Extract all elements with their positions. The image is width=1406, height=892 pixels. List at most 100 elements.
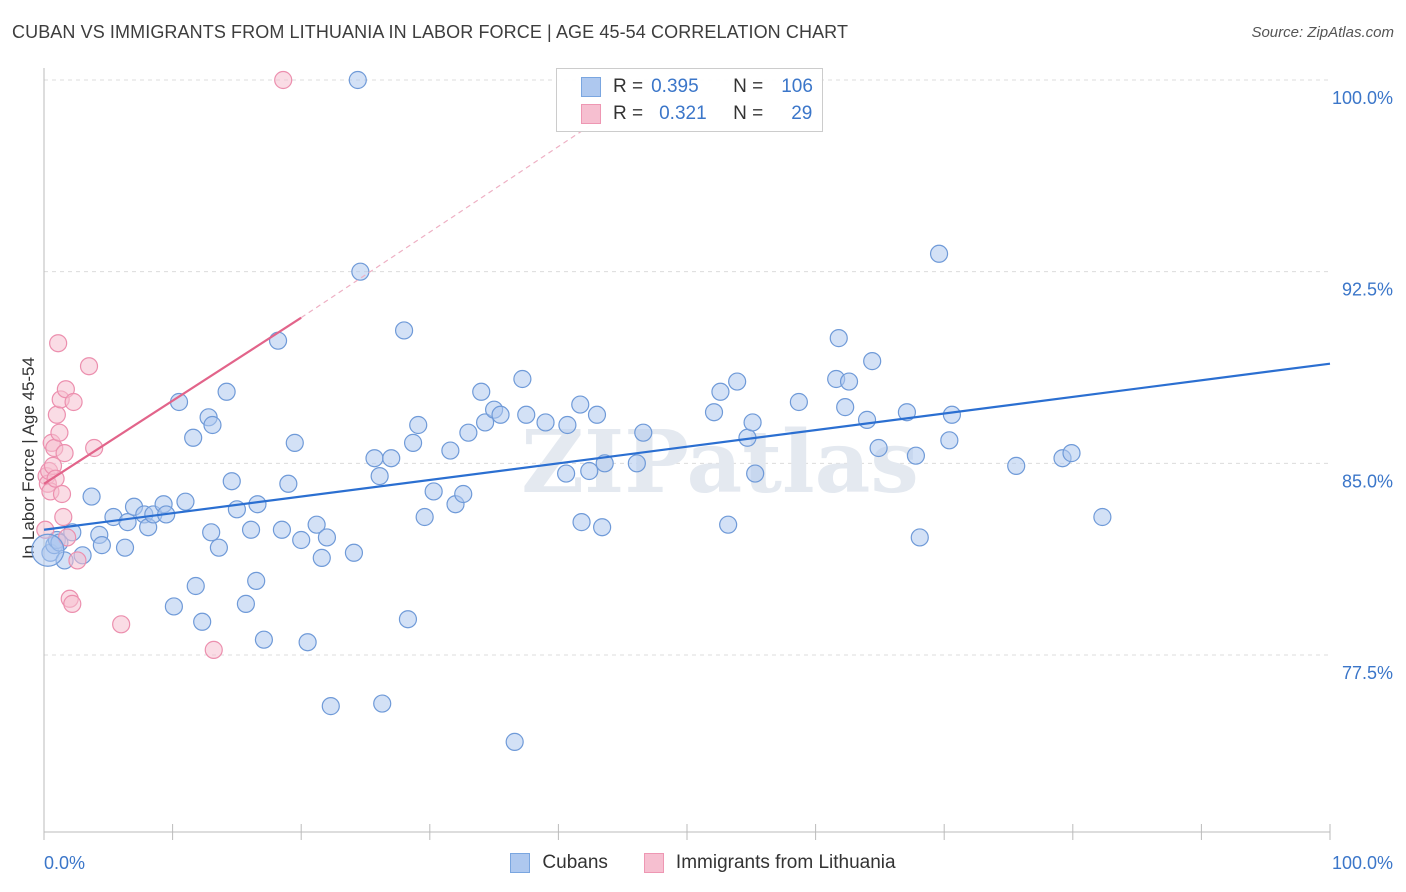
data-point-cubans	[580, 461, 599, 481]
watermark: ZIPatlas	[521, 412, 919, 513]
data-point-lithuania	[274, 70, 293, 90]
data-point-cubans	[222, 472, 241, 491]
data-point-cubans	[829, 329, 848, 348]
data-point-cubans	[321, 697, 340, 716]
data-point-cubans	[593, 518, 612, 537]
data-point-cubans	[307, 515, 326, 534]
data-point-cubans	[557, 464, 576, 483]
data-point-cubans	[254, 630, 274, 649]
data-point-cubans	[634, 423, 653, 442]
legend-swatch-blue	[510, 853, 531, 873]
data-point-cubans	[704, 403, 724, 422]
trend-line-cubans	[43, 362, 1331, 531]
data-point-cubans	[627, 454, 646, 473]
data-point-cubans	[312, 548, 331, 567]
data-point-cubans	[836, 398, 855, 417]
data-point-cubans	[1062, 444, 1081, 463]
data-point-cubans	[203, 415, 222, 435]
data-point-cubans	[1093, 507, 1112, 527]
legend-n-label: N =	[733, 103, 764, 124]
data-point-cubans	[292, 530, 311, 550]
legend-row-cubans: R = 0.395 N = 106	[581, 74, 813, 100]
data-point-cubans	[351, 262, 370, 281]
data-point-cubans	[209, 538, 228, 557]
data-point-cubans	[186, 576, 205, 596]
data-point-lithuania	[85, 438, 104, 458]
data-point-cubans	[236, 594, 256, 613]
data-point-lithuania	[79, 357, 99, 376]
data-point-cubans	[863, 352, 882, 371]
data-point-cubans	[403, 433, 423, 452]
data-point-lithuania	[64, 392, 83, 412]
trend-line-lithuania	[43, 316, 302, 485]
data-point-cubans	[164, 597, 183, 616]
legend-r-label: R =	[613, 103, 644, 124]
data-point-lithuania	[112, 615, 131, 634]
data-point-cubans	[454, 484, 473, 504]
data-point-cubans	[348, 70, 367, 90]
data-point-cubans	[365, 449, 384, 468]
legend-r-value: 0.395	[651, 76, 699, 97]
legend-label-cubans: Cubans	[542, 852, 608, 873]
y-tick-label: 100.0%	[1332, 88, 1393, 108]
data-point-cubans-large	[31, 533, 65, 567]
data-point-cubans	[897, 403, 917, 422]
data-point-cubans	[517, 405, 536, 424]
data-point-lithuania	[52, 484, 72, 504]
data-point-cubans	[373, 694, 392, 713]
data-point-cubans	[268, 331, 288, 350]
data-point-cubans	[929, 244, 949, 263]
data-point-cubans	[415, 507, 434, 527]
data-point-cubans	[910, 528, 929, 547]
data-point-cubans	[743, 413, 762, 432]
y-tick-label: 92.5%	[1342, 280, 1393, 300]
x-tick-label: 100.0%	[1332, 853, 1393, 873]
data-point-cubans	[285, 433, 304, 452]
stats-legend: R = 0.395 N = 106 R = 0.321 N = 29	[556, 68, 823, 132]
data-point-cubans	[424, 482, 443, 501]
data-point-cubans	[558, 415, 577, 435]
data-point-cubans	[248, 495, 267, 514]
data-point-lithuania	[47, 405, 66, 424]
data-point-cubans	[789, 392, 808, 412]
legend-swatch-pink	[643, 853, 664, 873]
data-point-lithuania	[54, 507, 73, 527]
data-point-cubans	[475, 413, 495, 432]
data-point-cubans	[176, 492, 195, 511]
data-point-lithuania	[55, 444, 74, 463]
data-point-cubans	[370, 467, 389, 486]
data-point-cubans	[193, 612, 212, 631]
legend-n-label: N =	[733, 76, 764, 97]
legend-row-lithuania: R = 0.321 N = 29	[581, 101, 812, 127]
source-label: Source: ZipAtlas.com	[1251, 24, 1394, 41]
data-point-cubans	[719, 515, 738, 534]
data-point-cubans	[728, 372, 747, 391]
data-point-cubans	[92, 536, 111, 555]
data-point-lithuania	[63, 594, 82, 613]
legend-swatch-pink	[581, 104, 601, 124]
y-axis-label: In Labor Force | Age 45-54	[19, 357, 38, 559]
data-point-cubans	[472, 382, 491, 401]
data-point-cubans	[942, 405, 962, 424]
data-point-cubans	[202, 523, 221, 542]
data-point-cubans	[82, 487, 101, 506]
data-point-cubans	[409, 415, 428, 435]
data-point-cubans	[587, 405, 607, 424]
y-tick-label: 77.5%	[1342, 663, 1393, 683]
data-point-cubans	[746, 464, 765, 483]
legend-swatch-blue	[581, 77, 601, 97]
data-point-cubans	[857, 410, 877, 429]
legend-r-value: 0.321	[659, 103, 707, 124]
data-point-cubans	[217, 382, 236, 401]
data-point-cubans	[298, 633, 317, 652]
y-tick-label: 85.0%	[1342, 471, 1393, 491]
data-point-cubans	[382, 449, 401, 468]
data-point-cubans	[1007, 456, 1026, 475]
data-point-cubans	[711, 382, 730, 401]
legend-n-value: 29	[791, 103, 813, 124]
data-point-cubans	[344, 543, 364, 562]
data-point-cubans	[459, 423, 478, 442]
x-tick-label: 0.0%	[44, 853, 85, 873]
data-point-cubans	[839, 372, 859, 391]
